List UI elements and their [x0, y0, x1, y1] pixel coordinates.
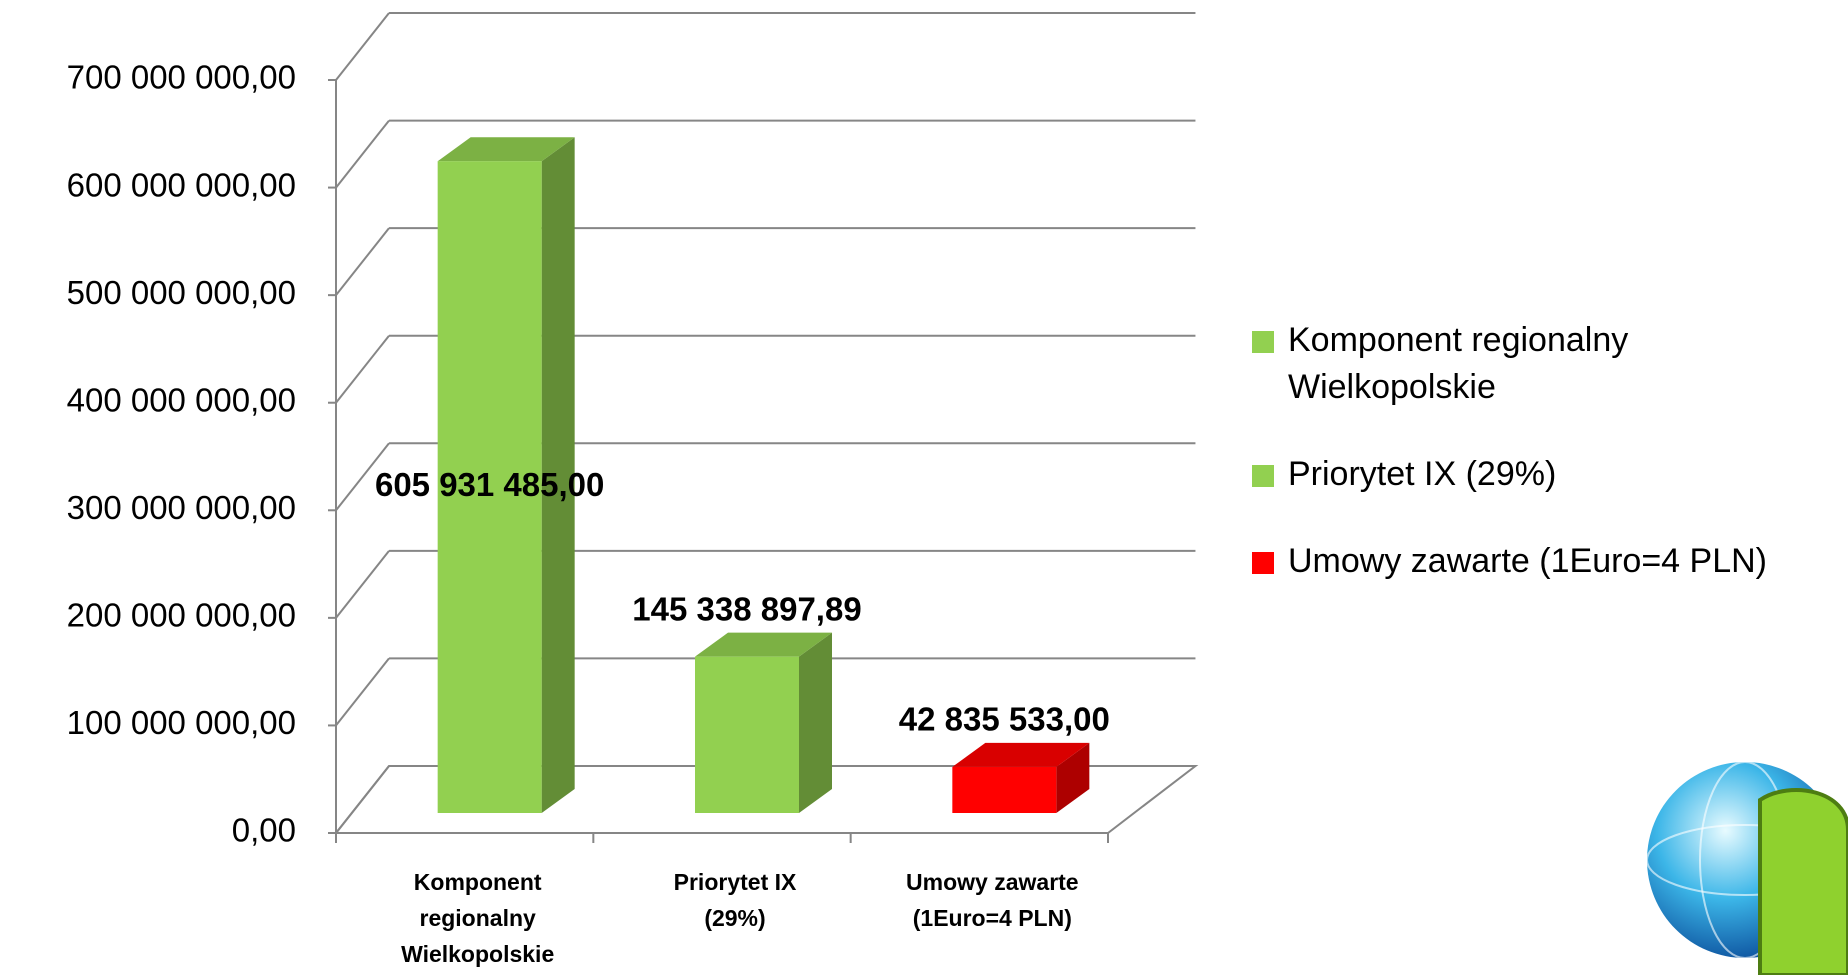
- y-tick-label: 400 000 000,00: [67, 381, 296, 418]
- grid-line-side: [336, 228, 389, 295]
- globe-icon: [1647, 762, 1848, 975]
- legend-swatch: [1252, 465, 1274, 487]
- y-tick-label: 700 000 000,00: [67, 59, 296, 96]
- bar: [695, 657, 799, 813]
- y-tick-label: 100 000 000,00: [67, 704, 296, 741]
- plot-area: 0,00 100 000 000,00 200 000 000,00 300 000 …: [67, 13, 1767, 967]
- grid-line-side: [336, 13, 389, 80]
- grid-line-side: [336, 658, 389, 725]
- dollar-shape: [1760, 790, 1848, 975]
- x-tick-label: Umowy zawarte(1Euro=4 PLN): [906, 869, 1079, 931]
- grid-line-side: [336, 551, 389, 618]
- grid-line-side: [336, 766, 389, 833]
- chart: 0,00 100 000 000,00 200 000 000,00 300 000 …: [0, 0, 1848, 975]
- value-label: 145 338 897,89: [632, 590, 861, 627]
- y-tick-label: 500 000 000,00: [67, 274, 296, 311]
- bar: [952, 767, 1056, 813]
- legend-swatch: [1252, 331, 1274, 353]
- value-label: 605 931 485,00: [375, 466, 604, 503]
- x-tick-label: Priorytet IX(29%): [674, 869, 797, 931]
- bar-side: [799, 633, 832, 813]
- legend-label: Umowy zawarte (1Euro=4 PLN): [1288, 542, 1767, 580]
- legend-label: Priorytet IX (29%): [1288, 455, 1556, 493]
- y-tick-label: 300 000 000,00: [67, 489, 296, 526]
- grid-line-side: [336, 121, 389, 188]
- y-tick-label: 200 000 000,00: [67, 597, 296, 634]
- y-tick-label: 0,00: [232, 812, 296, 849]
- y-tick-label: 600 000 000,00: [67, 166, 296, 203]
- value-label: 42 835 533,00: [899, 701, 1110, 738]
- legend-swatch: [1252, 552, 1274, 574]
- grid-line-side: [336, 336, 389, 403]
